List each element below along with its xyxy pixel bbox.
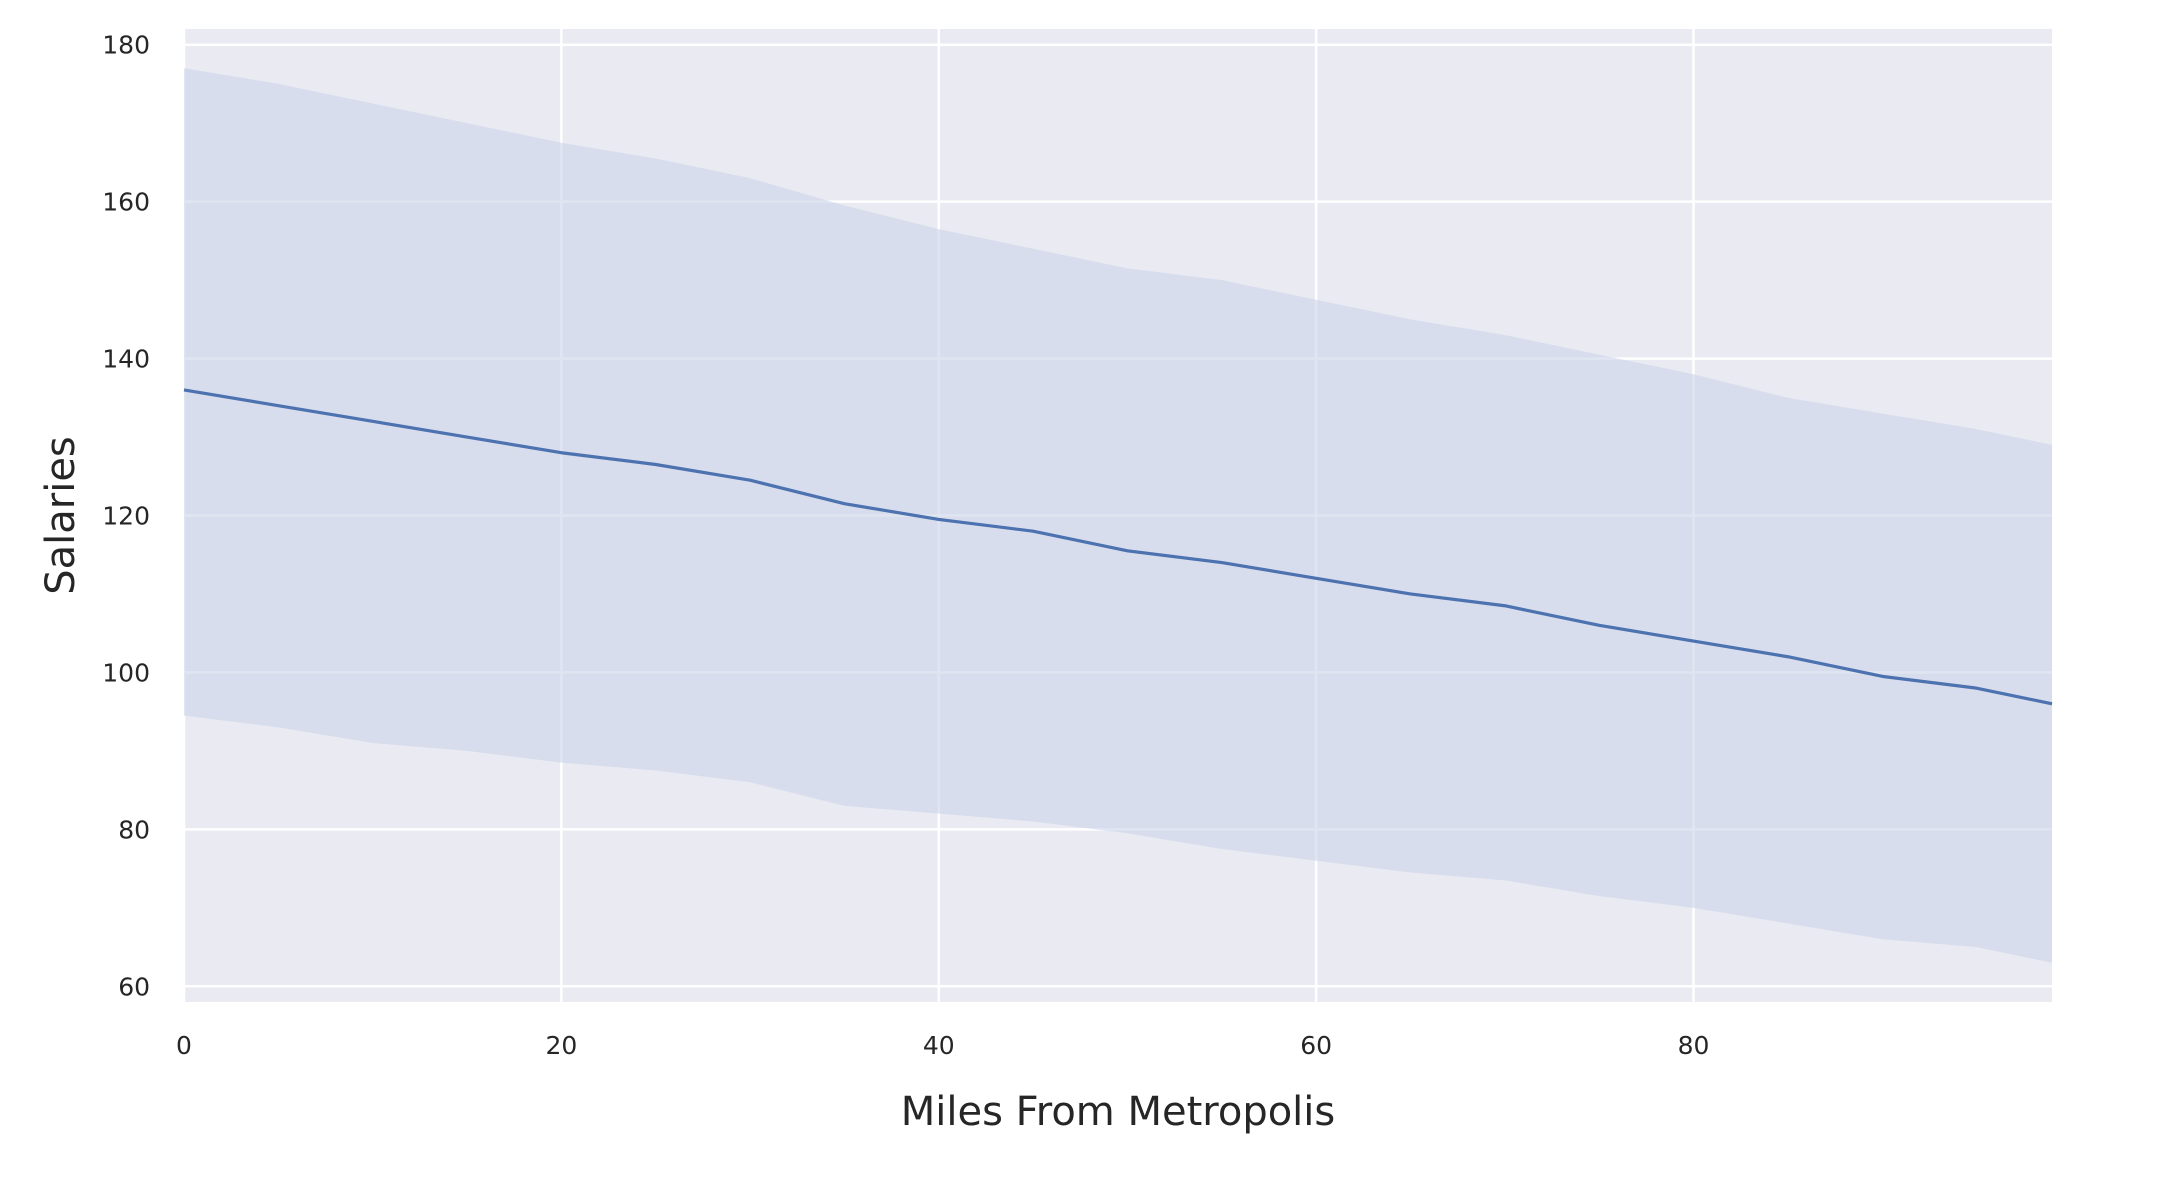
y-tick-label: 80 [118, 815, 150, 844]
x-tick-label: 20 [545, 1031, 577, 1060]
y-axis-label: Salaries [38, 436, 84, 595]
y-tick-label: 140 [102, 345, 150, 374]
x-tick-label: 40 [923, 1031, 955, 1060]
y-tick-label: 160 [102, 188, 150, 217]
x-tick-label: 80 [1678, 1031, 1710, 1060]
confidence-band [184, 68, 2052, 963]
y-tick-label: 180 [102, 31, 150, 60]
y-tick-labels: 60 80 100 120 140 160 180 [102, 31, 150, 1002]
x-tick-label: 0 [176, 1031, 192, 1060]
y-tick-label: 120 [102, 502, 150, 531]
y-tick-label: 60 [118, 972, 150, 1001]
mean-line [183, 388, 2053, 706]
x-tick-labels: 0 20 40 60 80 [176, 1031, 1709, 1060]
x-axis-label: Miles From Metropolis [901, 1089, 1336, 1135]
x-tick-label: 60 [1300, 1031, 1332, 1060]
y-tick-label: 100 [102, 658, 150, 687]
